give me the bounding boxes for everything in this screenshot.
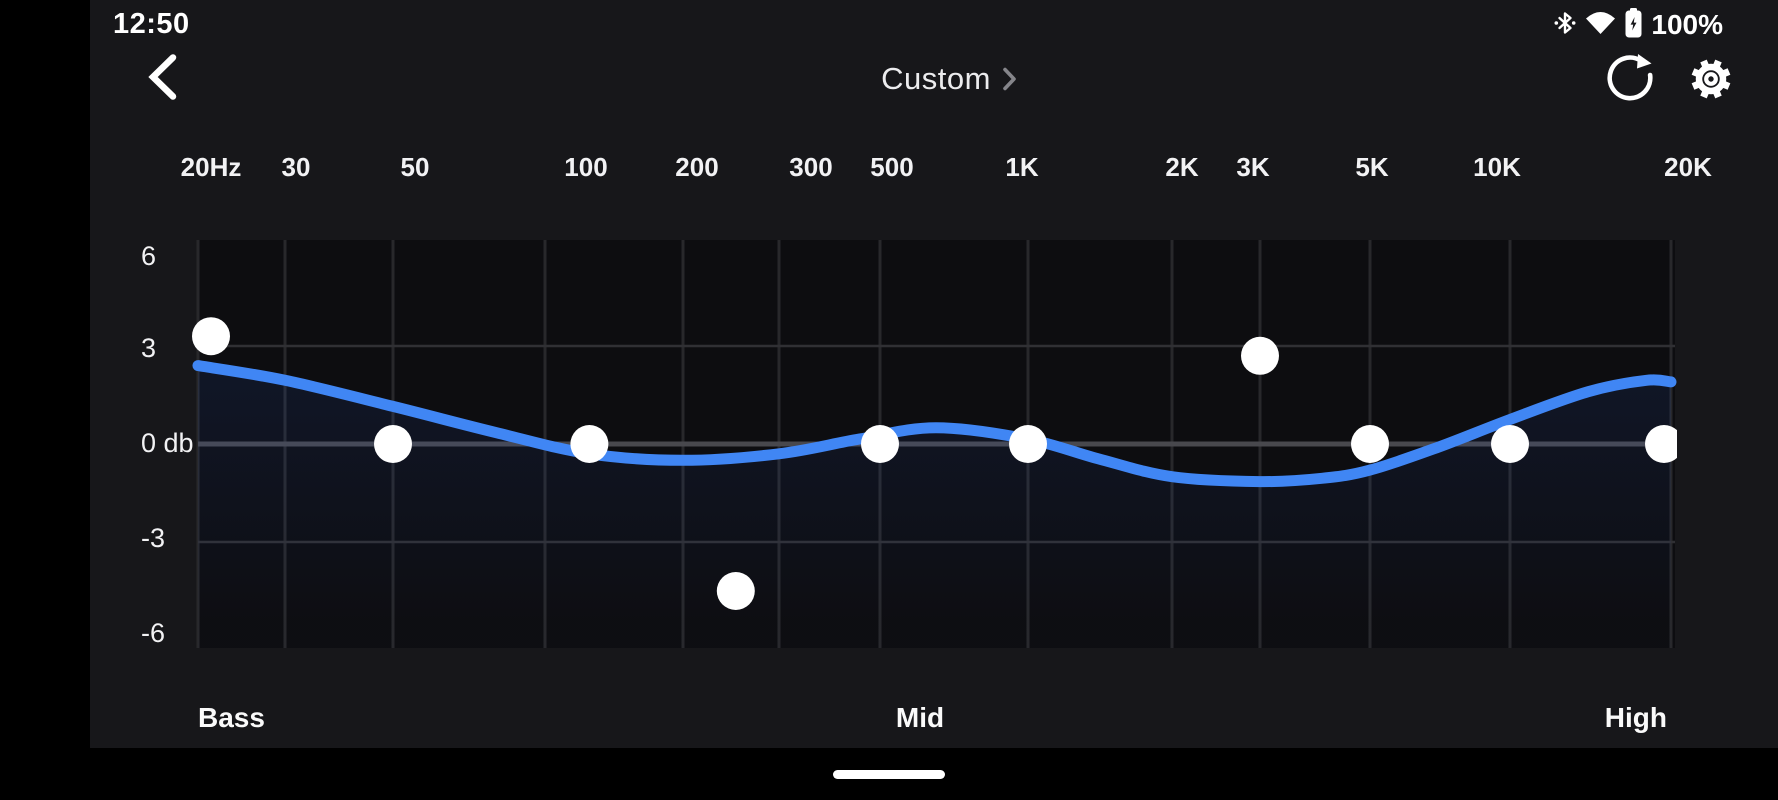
eq-band-handle[interactable] [1491,425,1529,463]
freq-tick-label: 5K [1355,152,1389,182]
eq-band-handle[interactable] [861,425,899,463]
freq-tick-label: 1K [1005,152,1039,182]
home-indicator[interactable] [833,770,945,779]
db-tick-label: -3 [141,523,166,553]
frequency-axis-labels: 20Hz 30 50 100 200 300 500 1K 2K 3K 5K 10K 20K [90,0,1778,748]
reset-button[interactable] [1598,48,1662,110]
status-icons: 100% [1554,7,1723,43]
page-title: Custom [881,61,991,96]
battery-percent: 100% [1651,9,1723,40]
freq-tick-label: 20Hz [180,152,242,182]
back-button[interactable] [135,50,191,106]
freq-tick-label: 200 [675,152,719,182]
eq-band-handle[interactable] [374,425,412,463]
equalizer-app-window: 12:50 100% [90,0,1778,748]
freq-tick-label: 20K [1664,152,1712,182]
db-axis-labels: 6 3 0 db -3 -6 [90,0,1778,748]
freq-tick-label: 500 [870,152,914,182]
eq-band-handles [192,317,1683,610]
freq-tick-label: 2K [1165,152,1199,182]
chevron-left-icon [148,53,178,103]
db-tick-label: -6 [141,618,166,648]
freq-tick-label: 10K [1473,152,1521,182]
freq-tick-label: 3K [1236,152,1270,182]
eq-band-handle[interactable] [716,572,755,610]
settings-button[interactable] [1678,50,1744,110]
eq-band-handle[interactable] [1351,425,1389,463]
section-label-mid: Mid [895,702,945,733]
eq-band-handle[interactable] [192,317,230,356]
battery-charging-icon [1625,7,1642,43]
reset-icon [1605,53,1655,107]
freq-tick-label: 50 [400,152,430,182]
eq-band-handle[interactable] [1645,425,1683,463]
freq-tick-label: 30 [281,152,311,182]
gear-icon [1688,59,1734,105]
section-label-bass: Bass [198,702,265,733]
eq-band-handle[interactable] [1009,425,1047,463]
freq-tick-label: 100 [564,152,608,182]
db-tick-label: 0 db [141,428,194,458]
curve-area-fill [198,365,1671,648]
section-label-high: High [1604,702,1667,733]
wifi-icon [1585,10,1616,41]
status-time: 12:50 [113,8,190,40]
page-title-row[interactable]: Custom [105,56,1778,102]
db-tick-label: 6 [141,241,157,271]
bluetooth-icon [1554,9,1576,42]
chevron-right-icon [1002,67,1017,96]
freq-tick-label: 300 [789,152,833,182]
eq-band-handle[interactable] [1241,336,1279,375]
db-tick-label: 3 [141,333,157,363]
eq-band-handle[interactable] [570,425,609,463]
